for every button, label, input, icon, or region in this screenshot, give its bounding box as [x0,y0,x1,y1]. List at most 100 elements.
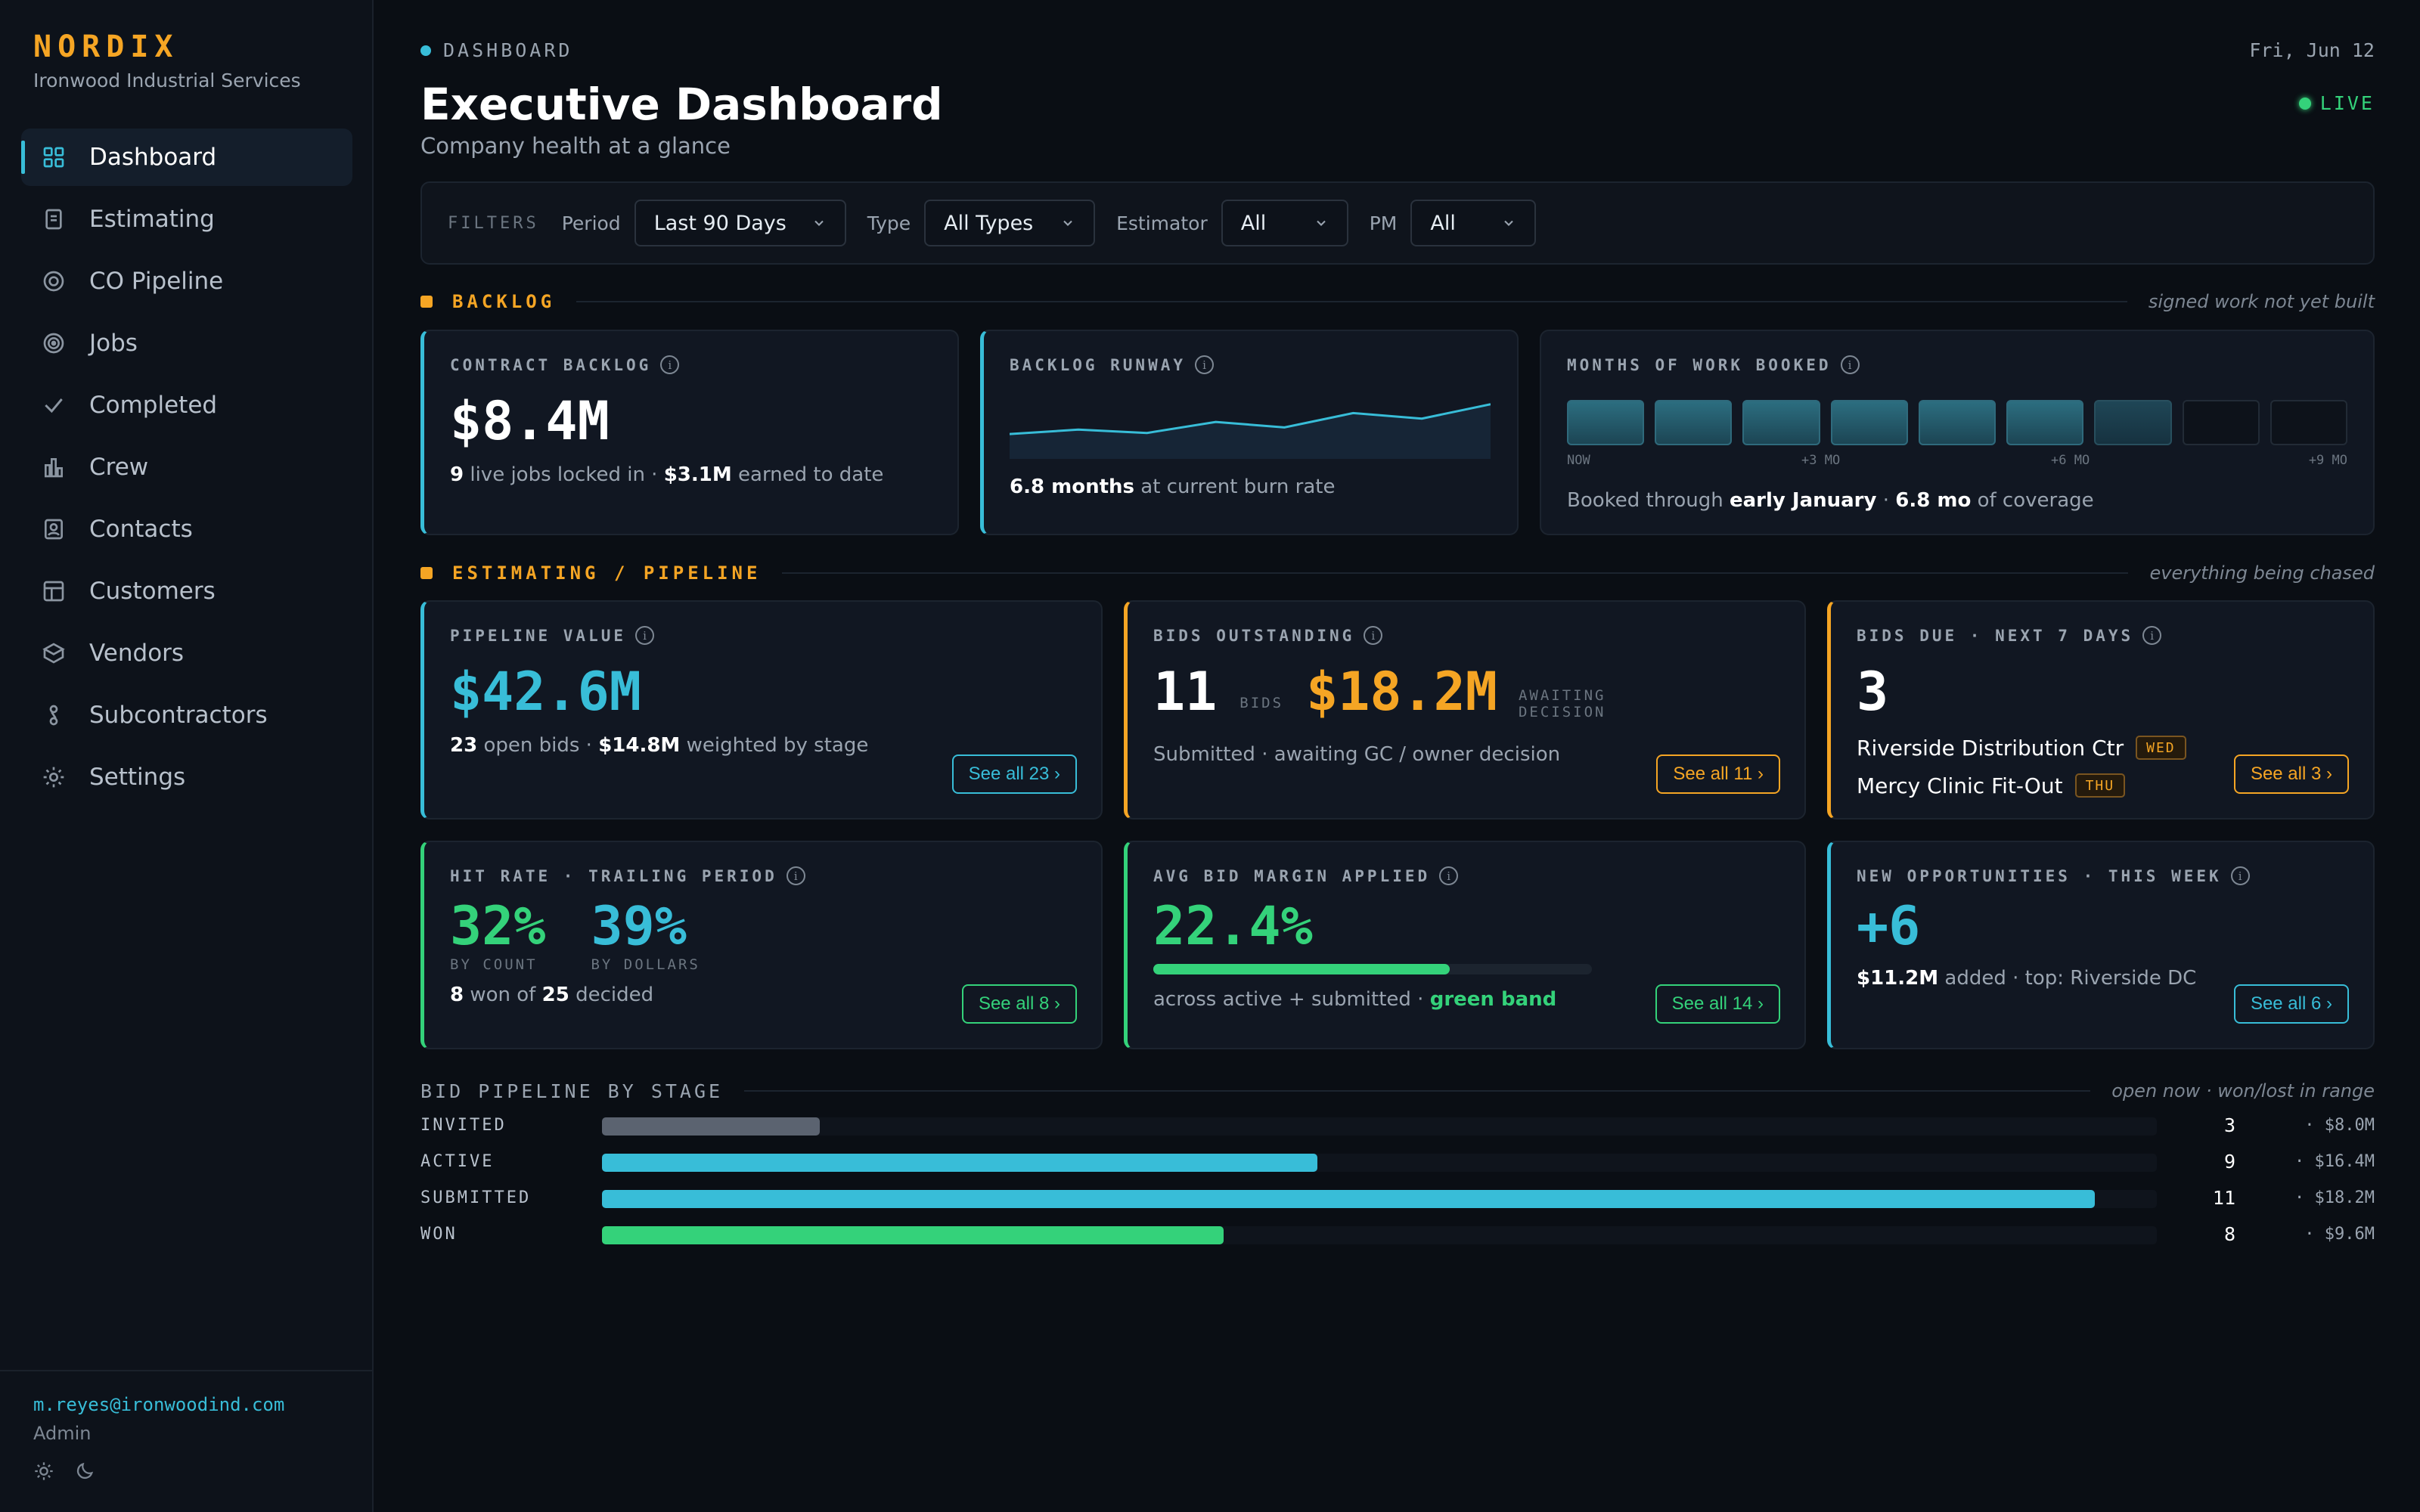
breadcrumb-dot [420,45,431,56]
see-all-hit-rate-button[interactable]: See all 8 › [961,984,1077,1024]
box-icon [41,640,67,666]
booked-through-text: Booked through [1567,489,1723,512]
info-icon[interactable]: i [786,866,805,885]
user-email[interactable]: m.reyes@ironwoodind.com [33,1394,285,1415]
month-tick: +6 MO [2051,453,2090,468]
due-item[interactable]: Mercy Clinic Fit-Out THU [1857,766,2347,805]
estimator-select[interactable]: All [1221,200,1348,246]
section-title: ESTIMATING / PIPELINE [452,562,762,584]
sun-icon[interactable] [33,1461,54,1485]
open-bids-text: open bids · [483,734,592,757]
runway-text: at current burn rate [1140,476,1336,498]
pm-label: PM [1369,212,1398,234]
bids-due-count: 3 [1857,661,1889,723]
sidebar-item-settings[interactable]: Settings [21,748,352,806]
card-label-text: MONTHS OF WORK BOOKED [1567,355,1832,374]
estimator-value: All [1240,211,1267,235]
stages-note: open now · won/lost in range [2111,1080,2375,1101]
month-tick: +3 MO [1801,453,1841,468]
info-icon[interactable]: i [2230,866,2250,885]
see-all-opportunities-button[interactable]: See all 6 › [2233,984,2349,1024]
hit-rate-card: HIT RATE · TRAILING PERIOD i 32% BY COUN… [420,841,1103,1049]
stage-name: INVITED [420,1116,507,1135]
info-icon[interactable]: i [2142,626,2162,645]
stage-row-won[interactable]: WON 8 · $9.6M [420,1223,2375,1246]
months-booked-detail: Booked through early January · 6.8 mo of… [1567,489,2347,512]
type-label: Type [867,212,911,234]
section-note: everything being chased [2149,562,2375,584]
pm-select[interactable]: All [1410,200,1537,246]
moon-icon[interactable] [74,1461,95,1485]
weighted-value: $14.8M [598,734,681,757]
breadcrumb: DASHBOARD [420,39,2375,61]
won-text: won of [470,984,536,1006]
stage-row-invited[interactable]: INVITED 3 · $8.0M [420,1114,2375,1137]
hit-rate-dollar-label: BY DOLLARS [591,956,700,973]
coverage-value: 6.8 mo [1895,489,1972,512]
info-icon[interactable]: i [1195,355,1215,374]
sidebar-item-crew[interactable]: Crew [21,438,352,496]
chevron-down-icon [1063,220,1072,226]
stage-bar-track [602,1226,2157,1244]
sidebar-item-dashboard[interactable]: Dashboard [21,129,352,186]
contract-backlog-card: CONTRACT BACKLOG i $8.4M 9 live jobs loc… [420,330,959,535]
user-role: Admin [33,1423,92,1444]
stage-bar [602,1190,2095,1208]
month-box [2182,400,2260,445]
chevron-down-icon [1316,220,1326,226]
stage-count: 9 [2223,1151,2235,1173]
stage-bar [602,1117,820,1136]
due-item[interactable]: Riverside Distribution Ctr WED [1857,730,2347,766]
sidebar-item-label: Completed [89,392,218,419]
runway-area [1010,404,1491,459]
months-grid [1567,400,2347,445]
see-all-pipeline-button[interactable]: See all 23 › [951,754,1077,794]
grid-icon [41,144,67,170]
section-divider [744,1090,2091,1092]
table-icon [41,578,67,604]
due-item-name: Riverside Distribution Ctr [1857,735,2124,761]
info-icon[interactable]: i [1364,626,1383,645]
brand-logo[interactable]: NORDIX [33,29,179,64]
stage-bar-track [602,1154,2157,1172]
info-icon[interactable]: i [1840,355,1860,374]
contract-backlog-value: $8.4M [450,390,610,452]
target-icon [41,330,67,356]
see-all-margin-button[interactable]: See all 14 › [1655,984,1780,1024]
sidebar-item-vendors[interactable]: Vendors [21,624,352,682]
sidebar-item-estimating[interactable]: Estimating [21,191,352,248]
section-title: BACKLOG [452,291,556,312]
period-select[interactable]: Last 90 Days [634,200,846,246]
bid-margin-card: AVG BID MARGIN APPLIED i 22.4% across ac… [1124,841,1806,1049]
month-tick: NOW [1567,453,1590,468]
sidebar-item-customers[interactable]: Customers [21,562,352,620]
stage-row-submitted[interactable]: SUBMITTED 11 · $18.2M [420,1187,2375,1210]
see-all-due-button[interactable]: See all 3 › [2233,754,2349,794]
info-icon[interactable]: i [1439,866,1459,885]
new-opportunities-detail: $11.2M added · top: Riverside DC [1857,967,2347,990]
sidebar-item-label: Jobs [89,330,138,357]
bar-chart-icon [41,454,67,480]
sidebar-item-completed[interactable]: Completed [21,376,352,434]
sidebar-item-subcontractors[interactable]: Subcontractors [21,686,352,744]
hit-rate-detail: 8 won of 25 decided [450,984,1075,1006]
bids-outstanding-card: BIDS OUTSTANDING i 11 BIDS $18.2M AWAITI… [1124,600,1806,820]
type-value: All Types [944,211,1034,235]
hit-rate-count-value: 32% [450,895,546,957]
stage-row-active[interactable]: ACTIVE 9 · $16.4M [420,1151,2375,1173]
info-icon[interactable]: i [635,626,655,645]
type-select[interactable]: All Types [924,200,1096,246]
stage-bar [602,1154,1317,1172]
sidebar-item-contacts[interactable]: Contacts [21,500,352,558]
card-label: HIT RATE · TRAILING PERIOD i [450,866,1075,885]
pipeline-value-card: PIPELINE VALUE i $42.6M 23 open bids · $… [420,600,1103,820]
see-all-outstanding-button[interactable]: See all 11 › [1656,754,1780,794]
check-icon [41,392,67,418]
live-jobs-text: live jobs locked in · [470,463,658,486]
sidebar-item-co-pipeline[interactable]: CO Pipeline [21,253,352,310]
sidebar-item-jobs[interactable]: Jobs [21,314,352,372]
bids-unit: BIDS [1239,695,1284,711]
info-icon[interactable]: i [660,355,680,374]
card-label-text: HIT RATE · TRAILING PERIOD [450,866,777,885]
hit-rate-dollar-value: 39% [591,895,687,957]
